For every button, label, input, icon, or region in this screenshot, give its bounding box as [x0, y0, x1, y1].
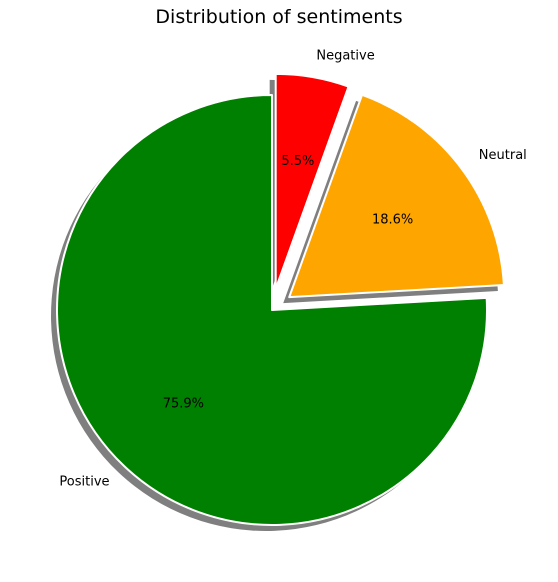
percent-label-neutral: 18.6% [372, 213, 413, 228]
category-label-negative: Negative [316, 48, 374, 63]
slice-negative [274, 72, 350, 290]
slice-layer [56, 72, 505, 526]
category-label-positive: Positive [59, 474, 109, 489]
percent-label-negative: 5.5% [281, 154, 314, 169]
slice-neutral [288, 93, 505, 299]
category-label-neutral: Neutral [479, 148, 527, 163]
label-layer: 75.9% Positive 18.6% Neutral 5.5% Negative [59, 48, 526, 489]
chart-title: Distribution of sentiments [155, 6, 403, 28]
slice-positive [56, 94, 489, 526]
percent-label-positive: 75.9% [163, 396, 204, 411]
